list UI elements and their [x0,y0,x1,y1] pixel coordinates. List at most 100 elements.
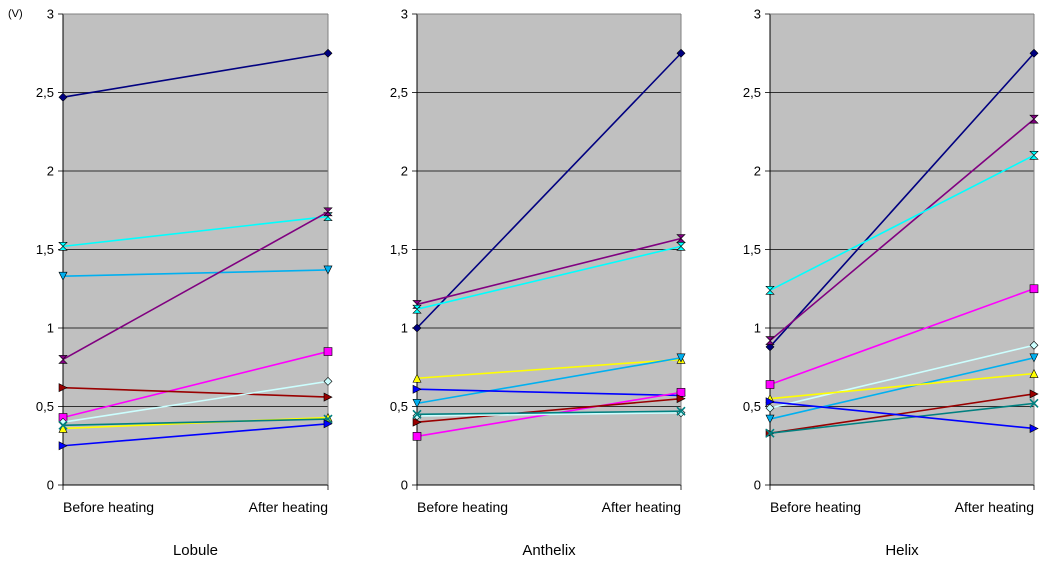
data-point-marker [1029,423,1039,433]
panel-title: Lobule [173,542,218,559]
series-line [769,52,1035,348]
y-tick-label: 1,5 [390,242,408,257]
data-point-marker [412,409,422,419]
data-point-marker [1029,368,1039,378]
panel-title: Helix [885,542,919,559]
data-point-marker [1029,284,1039,294]
data-point-marker [1029,340,1039,350]
y-tick-label: 1 [754,321,761,336]
series-9 [412,406,686,419]
x-category-label: After heating [602,499,681,515]
data-point-marker [765,414,775,424]
series-5 [58,383,333,402]
data-point-marker [323,48,333,58]
data-point-marker [1029,398,1039,408]
y-tick-label: 3 [754,7,761,22]
series-9 [765,397,1039,433]
data-point-marker [58,383,68,393]
y-tick-label: 1 [47,321,54,336]
series-line [62,211,329,361]
data-point-marker [58,423,68,433]
series-7 [412,394,686,427]
series-line [769,154,1035,292]
series-0 [58,48,333,102]
x-category-label: Before heating [417,499,508,515]
series-line [769,357,1035,420]
series-line [62,269,329,277]
data-point-marker [765,403,775,413]
data-point-marker [323,376,333,386]
data-point-marker [676,394,686,404]
series-8 [765,398,1039,438]
x-category-label: After heating [249,499,328,515]
chart-panel-2: 0 0,5 1 1,5 2 2,5 3 Before heating After heating… [743,7,1039,559]
data-point-marker [323,347,333,356]
data-point-marker [765,397,775,407]
series-line [416,411,682,417]
data-point-marker [1029,48,1039,58]
series-line [769,344,1035,409]
series-0 [412,48,686,333]
series-line [769,400,1035,430]
data-point-marker [1029,151,1039,160]
series-line [416,357,682,405]
series-line [416,245,682,310]
x-category-label: Before heating [770,499,861,515]
data-point-marker [412,399,422,409]
y-tick-label: 0,5 [743,399,761,414]
data-point-marker [412,384,422,394]
data-point-marker [58,92,68,102]
series-2 [412,242,686,314]
data-point-marker [765,428,775,438]
x-category-label: After heating [955,499,1034,515]
data-point-marker [676,406,686,416]
data-point-marker [412,304,422,314]
series-line [62,380,329,423]
series-line [769,393,1035,434]
data-point-marker [58,441,68,451]
series-line [416,358,682,380]
chart-panel-1: 0 0,5 1 1,5 2 2,5 3 Before heating After heating… [390,7,686,559]
series-line [62,418,329,427]
y-tick-label: 3 [47,7,54,22]
y-tick-label: 0,5 [36,399,54,414]
data-point-marker [1029,114,1039,124]
series-line [416,52,682,329]
data-point-marker [58,242,68,251]
data-point-marker [1029,389,1039,399]
series-4 [765,340,1039,413]
y-tick-label: 2,5 [743,85,761,100]
series-line [416,237,682,306]
data-point-marker [58,271,68,281]
series-5 [765,353,1039,424]
y-tick-label: 1,5 [743,242,761,257]
y-tick-label: 0 [47,478,54,493]
series-line [416,397,682,423]
series-line [416,388,682,397]
data-point-marker [323,392,333,402]
y-tick-label: 3 [401,7,408,22]
data-point-marker [58,355,68,364]
data-point-marker [765,380,775,389]
series-3 [58,207,333,364]
data-point-marker [58,420,68,430]
series-line [416,410,682,416]
y-tick-label: 2,5 [390,85,408,100]
series-2 [765,151,1039,295]
data-point-marker [676,242,686,251]
data-point-marker [676,353,686,363]
series-9 [58,419,333,451]
data-point-marker [412,373,422,383]
y-tick-label: 1 [401,321,408,336]
data-point-marker [323,265,333,275]
series-line [62,215,329,248]
y-tick-label: 2,5 [36,85,54,100]
data-point-marker [323,207,333,217]
y-tick-label: 0,5 [390,399,408,414]
data-point-marker [412,432,422,441]
y-unit-label: (V) [8,8,23,20]
data-point-marker [765,286,775,295]
chart-panels: 0 0,5 1 1,5 2 2,5 3 Before heating After heating… [36,7,1039,559]
y-tick-label: 0 [401,478,408,493]
